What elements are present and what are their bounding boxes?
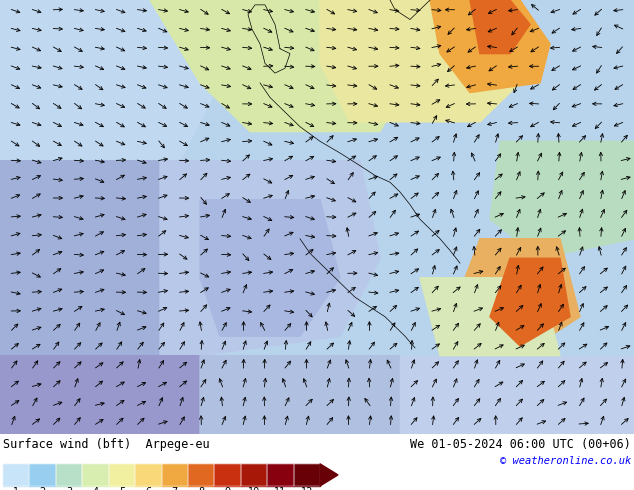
- Bar: [188, 464, 214, 486]
- FancyArrow shape: [320, 464, 338, 486]
- Bar: [29, 464, 56, 486]
- Polygon shape: [160, 161, 380, 356]
- Polygon shape: [320, 0, 540, 122]
- Text: 11: 11: [275, 487, 287, 490]
- Bar: [82, 464, 108, 486]
- Bar: [82, 464, 108, 486]
- Bar: [241, 464, 267, 486]
- Text: 4: 4: [93, 487, 98, 490]
- Polygon shape: [450, 239, 580, 356]
- Text: 7: 7: [172, 487, 178, 490]
- Bar: [267, 464, 294, 486]
- Text: 1: 1: [13, 487, 19, 490]
- Polygon shape: [520, 0, 634, 239]
- Bar: [135, 464, 162, 486]
- Text: 6: 6: [145, 487, 152, 490]
- Bar: [56, 464, 82, 486]
- Text: 10: 10: [248, 487, 260, 490]
- Polygon shape: [400, 356, 634, 434]
- Bar: [241, 464, 267, 486]
- Bar: [162, 464, 188, 486]
- Text: We 01-05-2024 06:00 UTC (00+06): We 01-05-2024 06:00 UTC (00+06): [410, 438, 631, 451]
- Bar: [214, 464, 241, 486]
- Polygon shape: [490, 258, 570, 346]
- Polygon shape: [420, 278, 560, 356]
- Bar: [3, 464, 29, 486]
- Text: 8: 8: [198, 487, 204, 490]
- Bar: [108, 464, 135, 486]
- Polygon shape: [200, 356, 420, 434]
- Polygon shape: [0, 161, 200, 356]
- Polygon shape: [200, 200, 340, 336]
- Bar: [294, 464, 320, 486]
- Text: Surface wind (bft)  Arpege-eu: Surface wind (bft) Arpege-eu: [3, 438, 210, 451]
- Bar: [267, 464, 294, 486]
- Bar: [162, 464, 188, 486]
- Text: 5: 5: [119, 487, 125, 490]
- Bar: [188, 464, 214, 486]
- Bar: [56, 464, 82, 486]
- Polygon shape: [470, 0, 530, 53]
- Text: 9: 9: [224, 487, 231, 490]
- Bar: [135, 464, 162, 486]
- Bar: [3, 464, 29, 486]
- Bar: [214, 464, 241, 486]
- Bar: [108, 464, 135, 486]
- Polygon shape: [430, 0, 550, 93]
- Polygon shape: [0, 356, 220, 434]
- Polygon shape: [490, 141, 634, 258]
- Bar: [294, 464, 320, 486]
- Polygon shape: [150, 0, 420, 131]
- Text: © weatheronline.co.uk: © weatheronline.co.uk: [500, 456, 631, 466]
- Text: 2: 2: [39, 487, 46, 490]
- Text: 12: 12: [301, 487, 313, 490]
- Text: 3: 3: [66, 487, 72, 490]
- Polygon shape: [0, 0, 220, 161]
- Bar: [29, 464, 56, 486]
